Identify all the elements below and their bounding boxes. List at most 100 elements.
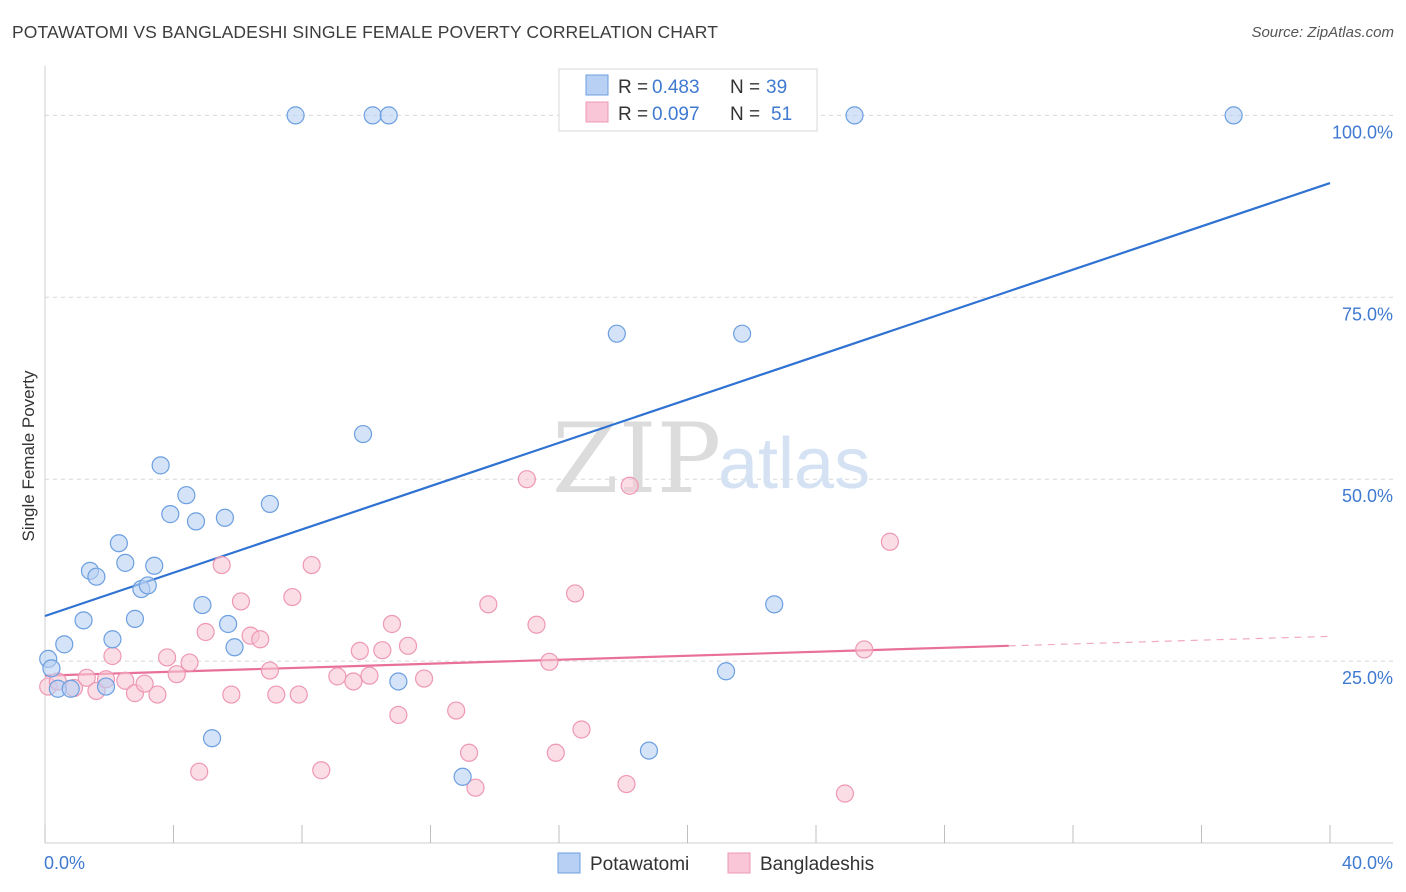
legend-n-value-2: 51 — [771, 104, 792, 125]
point-bangladeshis-6 — [103, 646, 122, 666]
point-bangladeshis-31 — [373, 641, 392, 660]
chart-title: POTAWATOMI VS BANGLADESHI SINGLE FEMALE … — [12, 22, 718, 42]
point-bangladeshis-16 — [212, 555, 231, 575]
point-bangladeshis-13 — [180, 653, 199, 672]
point-bangladeshis-20 — [251, 630, 270, 649]
point-potawatomi-8 — [96, 677, 116, 696]
point-bangladeshis-35 — [414, 669, 434, 688]
point-potawatomi-11 — [116, 553, 135, 572]
point-bangladeshis-38 — [466, 778, 485, 797]
point-potawatomi-19 — [186, 512, 206, 531]
point-potawatomi-1 — [42, 659, 61, 678]
point-bangladeshis-17 — [222, 685, 241, 704]
legend-swatch-bangladeshis — [585, 101, 609, 123]
point-bangladeshis-18 — [231, 592, 251, 611]
point-potawatomi-15 — [145, 556, 164, 575]
x-tick-label-1: 40.0% — [1342, 853, 1393, 873]
point-potawatomi-25 — [260, 494, 279, 514]
legend-r-label-2: R = — [618, 104, 648, 125]
point-bangladeshis-42 — [540, 652, 559, 671]
point-potawatomi-37 — [845, 106, 864, 125]
point-potawatomi-9 — [103, 630, 122, 649]
point-bangladeshis-40 — [517, 470, 536, 489]
point-bangladeshis-36 — [447, 701, 466, 720]
point-potawatomi-14 — [138, 576, 157, 595]
point-bangladeshis-43 — [546, 743, 565, 762]
point-potawatomi-4 — [61, 679, 80, 698]
point-potawatomi-7 — [87, 567, 106, 586]
point-potawatomi-38 — [1224, 106, 1243, 125]
point-potawatomi-10 — [109, 534, 128, 553]
source-label: Source: ZipAtlas.com — [1251, 24, 1394, 41]
point-bangladeshis-37 — [459, 743, 479, 762]
point-bangladeshis-14 — [190, 762, 209, 781]
tick-labels: 25.0% 50.0% 75.0% 100.0% 0.0% 40.0% — [44, 122, 1393, 873]
point-bangladeshis-50 — [880, 532, 899, 551]
point-bangladeshis-49 — [855, 640, 874, 659]
point-bangladeshis-3 — [77, 668, 96, 687]
watermark-zip: ZIP — [552, 403, 721, 515]
point-bangladeshis-9 — [135, 674, 154, 693]
legend-n-label-2: N = — [730, 104, 760, 125]
point-bangladeshis-30 — [360, 666, 379, 685]
point-bangladeshis-11 — [157, 648, 177, 667]
gridlines — [45, 114, 1393, 662]
data-points — [39, 106, 1243, 803]
bottom-legend-swatch-potawatomi — [557, 852, 581, 874]
point-bangladeshis-25 — [302, 555, 321, 575]
point-potawatomi-26 — [286, 106, 305, 125]
y-tick-label-1: 50.0% — [1342, 486, 1393, 506]
point-bangladeshis-33 — [389, 705, 408, 725]
point-potawatomi-28 — [363, 106, 382, 125]
y-axis-title: Single Female Poverty — [19, 370, 38, 542]
point-bangladeshis-32 — [382, 614, 402, 634]
point-bangladeshis-15 — [196, 622, 215, 642]
point-potawatomi-23 — [219, 614, 238, 634]
point-potawatomi-22 — [215, 508, 234, 527]
x-tick-label-0: 0.0% — [44, 853, 85, 873]
trend-line-potawatomi — [44, 182, 1331, 618]
point-potawatomi-5 — [74, 611, 93, 630]
trend-line-extension-bangladeshis — [1008, 635, 1331, 647]
trend-lines — [44, 182, 1331, 677]
point-bangladeshis-22 — [267, 685, 286, 704]
y-tick-label-3: 100.0% — [1332, 122, 1393, 142]
point-potawatomi-36 — [765, 595, 784, 614]
legend-r-label-1: R = — [618, 77, 648, 98]
point-potawatomi-30 — [389, 672, 408, 691]
point-potawatomi-33 — [639, 741, 659, 760]
point-potawatomi-35 — [733, 324, 752, 343]
point-bangladeshis-24 — [289, 685, 308, 704]
point-bangladeshis-29 — [350, 641, 369, 661]
point-potawatomi-18 — [177, 486, 196, 505]
point-bangladeshis-46 — [617, 774, 636, 794]
point-bangladeshis-7 — [116, 671, 135, 690]
series-legend: Potawatomi Bangladeshis — [557, 852, 874, 875]
legend-n-label-1: N = — [730, 77, 760, 98]
point-bangladeshis-10 — [148, 685, 167, 704]
point-potawatomi-12 — [125, 609, 145, 628]
point-potawatomi-20 — [193, 595, 212, 615]
bottom-legend-swatch-bangladeshis — [727, 852, 751, 874]
point-potawatomi-3 — [55, 635, 74, 654]
bottom-legend-label-bangladeshis: Bangladeshis — [760, 854, 874, 875]
point-bangladeshis-44 — [565, 584, 585, 603]
point-bangladeshis-34 — [398, 636, 418, 655]
point-bangladeshis-12 — [167, 665, 186, 684]
y-tick-label-2: 75.0% — [1342, 304, 1393, 324]
legend-r-value-1: 0.483 — [652, 77, 700, 98]
point-potawatomi-27 — [353, 424, 373, 444]
correlation-legend: R = 0.483 N = 39 R = 0.097 N = 51 — [558, 68, 818, 132]
point-bangladeshis-41 — [527, 615, 546, 634]
point-bangladeshis-26 — [312, 761, 331, 780]
watermark: ZIP atlas — [552, 403, 870, 515]
watermark-atlas: atlas — [718, 424, 870, 504]
point-potawatomi-21 — [202, 729, 222, 748]
point-potawatomi-32 — [607, 324, 626, 343]
point-potawatomi-17 — [161, 505, 180, 524]
point-bangladeshis-28 — [344, 672, 363, 691]
point-potawatomi-29 — [379, 106, 398, 125]
axes — [44, 66, 1393, 844]
point-potawatomi-16 — [151, 456, 170, 475]
